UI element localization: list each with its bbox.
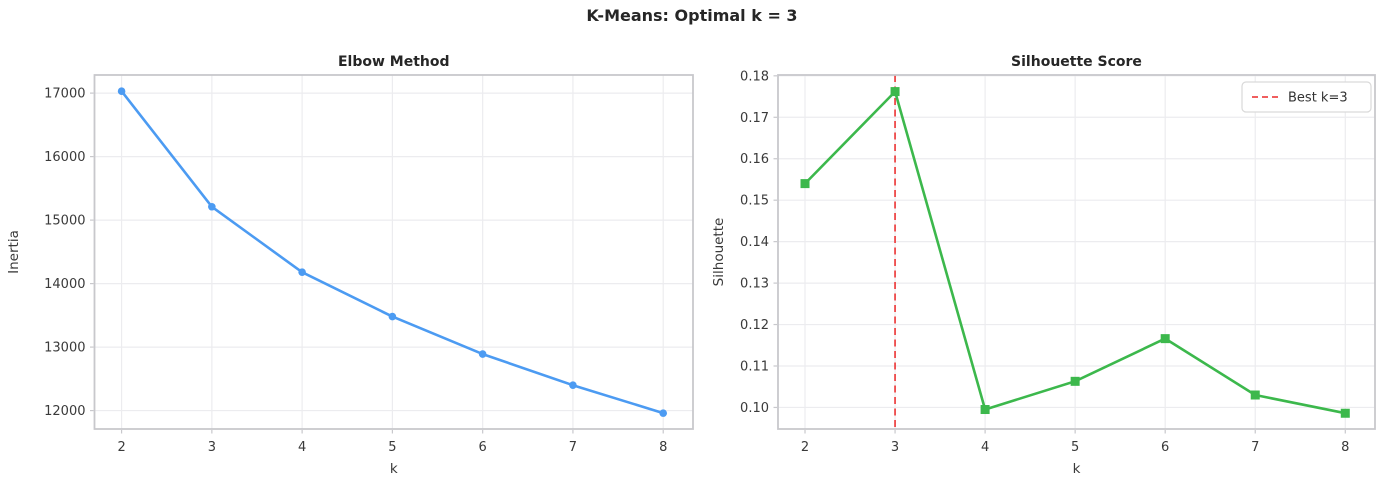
elbow-chart: 2 3 4 5 6 7 8 12000 13000 14000 15000 16000 17000 Elb… xyxy=(0,40,700,492)
plot-frame xyxy=(777,74,1376,430)
data-point-k-6 xyxy=(478,350,487,358)
y-tick-label: 15000 xyxy=(44,214,85,229)
x-tick-label: 4 xyxy=(981,440,989,455)
data-point-k-2 xyxy=(117,87,126,95)
chart-canvas: 2 3 4 5 6 7 8 12000 13000 14000 15000 16000 17000 Elb… xyxy=(6,54,694,477)
data-point-k-7 xyxy=(1250,390,1260,400)
x-tick-label: 8 xyxy=(659,440,667,455)
y-tick-label: 0.16 xyxy=(740,152,769,167)
data-point-k-7 xyxy=(569,381,577,389)
y-tick-label: 12000 xyxy=(44,404,85,419)
data-point-k-5 xyxy=(1070,376,1080,386)
silhouette-chart: 2 3 4 5 6 7 8 0.10 0.11 0.12 0.13 0.14 0.15 0.16 0.17 0… xyxy=(700,40,1384,492)
y-tick-label: 0.17 xyxy=(740,111,769,126)
x-tick-label: 7 xyxy=(569,440,577,455)
data-point-k-6 xyxy=(1160,334,1170,344)
data-point-k-8 xyxy=(659,409,668,417)
y-tick-label: 0.15 xyxy=(740,194,769,209)
x-tick-label: 2 xyxy=(801,440,809,455)
data-point-k-4 xyxy=(980,405,990,415)
x-axis-label: k xyxy=(390,461,398,477)
figure-title: K-Means: Optimal k = 3 xyxy=(586,6,798,25)
legend: Best k=3 xyxy=(1241,81,1372,113)
y-tick-label: 16000 xyxy=(44,150,85,165)
data-point-k-5 xyxy=(388,312,397,321)
data-point-k-8 xyxy=(1340,408,1350,418)
y-tick-label: 13000 xyxy=(44,341,85,356)
x-tick-label: 7 xyxy=(1251,440,1259,455)
y-tick-label: 14000 xyxy=(44,277,85,292)
data-point-k-3 xyxy=(890,87,900,97)
x-tick-label: 3 xyxy=(891,440,899,455)
data-point-k-2 xyxy=(800,179,810,189)
legend-label: Best k=3 xyxy=(1288,91,1348,106)
y-tick-label: 17000 xyxy=(44,87,85,102)
y-tick-label: 0.14 xyxy=(740,235,769,250)
y-tick-label: 0.11 xyxy=(740,359,769,374)
chart-title: Elbow Method xyxy=(338,54,450,70)
x-tick-label: 4 xyxy=(298,440,306,455)
y-tick-label: 0.12 xyxy=(740,318,769,333)
chart-canvas: 2 3 4 5 6 7 8 0.10 0.11 0.12 0.13 0.14 0.15 0.16 0.17 0… xyxy=(711,54,1376,477)
data-point-k-3 xyxy=(208,202,216,211)
legend-box xyxy=(1241,81,1372,113)
x-tick-label: 6 xyxy=(479,440,487,455)
y-tick-label: 0.10 xyxy=(740,401,769,416)
x-tick-label: 8 xyxy=(1341,440,1349,455)
x-tick-label: 2 xyxy=(117,440,125,455)
x-tick-label: 6 xyxy=(1161,440,1169,455)
y-tick-label: 0.18 xyxy=(740,69,769,84)
data-point-k-4 xyxy=(298,268,306,276)
chart-title: Silhouette Score xyxy=(1011,54,1142,70)
plot-frame xyxy=(93,74,694,430)
x-axis-label: k xyxy=(1073,461,1081,477)
x-tick-label: 5 xyxy=(1071,440,1079,455)
x-tick-label: 5 xyxy=(388,440,396,455)
y-axis-label: Silhouette xyxy=(711,218,727,287)
x-tick-label: 3 xyxy=(208,440,216,455)
y-axis-label: Inertia xyxy=(6,230,22,274)
y-tick-label: 0.13 xyxy=(740,277,769,292)
